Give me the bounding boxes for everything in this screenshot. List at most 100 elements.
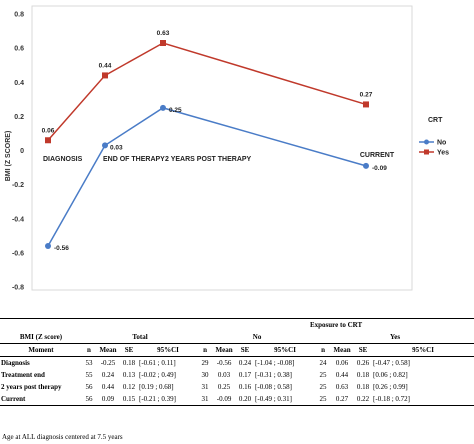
data-point (45, 137, 51, 144)
yes-se-cell: 0.22 (354, 393, 373, 406)
legend-marker (424, 139, 429, 145)
col-n: n (82, 343, 96, 357)
data-point (160, 40, 166, 47)
data-label: 0.27 (360, 91, 373, 98)
y-tick-label: 0.4 (14, 80, 24, 87)
yes-n-cell: 24 (319, 359, 327, 367)
row-header-label: BMI (Z score) (19, 333, 63, 341)
t-mean-cell: 0.24 (101, 371, 115, 379)
t-se-cell: 0.15 (120, 393, 138, 406)
no-ci-cell: [-1.04 ; -0.08] (255, 359, 295, 367)
data-label: 0.03 (110, 144, 123, 151)
table-row: 2 years post therapy 56 0.44 0.12 [0.19 ; 0.… (0, 381, 474, 393)
t-ci-cell: [-0.61 ; 0.11] (139, 359, 176, 367)
no-se-cell: 0.16 (238, 383, 252, 391)
yes-mean-cell: 0.27 (330, 393, 355, 406)
data-point (102, 142, 108, 149)
t-ci-cell: [-0.21 ; 0.39] (138, 393, 199, 406)
bmi-line-chart: -0.8 -0.6 -0.4 -0.2 0 0.2 0.4 0.6 0.8 BMI (Z SCOR… (5, 5, 449, 292)
moment-cell: Current (0, 393, 82, 406)
no-mean-cell: 0.25 (217, 383, 231, 391)
no-mean-cell: 0.03 (217, 371, 231, 379)
category-label: DIAGNOSIS (43, 156, 83, 163)
y-tick-label: -0.6 (12, 250, 24, 257)
yes-ci-cell: [-0.18 ; 0.72] (372, 393, 474, 406)
col-ci: 95%CI (372, 343, 474, 357)
no-n-cell: 31 (201, 383, 209, 391)
no-ci-cell: [-0.49 ; 0.31] (254, 393, 317, 406)
data-label: 0.63 (157, 30, 170, 37)
category-label: 2 YEARS POST THERAPY (165, 156, 252, 163)
data-label: -0.09 (372, 165, 387, 172)
y-tick-label: -0.4 (12, 216, 24, 223)
data-label: -0.56 (54, 245, 69, 252)
yes-se-cell: 0.18 (356, 371, 370, 379)
yes-ci-cell: [-0.47 ; 0.58] (373, 359, 410, 367)
col-moment: Moment (0, 343, 82, 357)
table-row: Current 56 0.09 0.15 [-0.21 ; 0.39] 31 -0.09 0.… (0, 393, 474, 406)
group-no-header: No (252, 333, 262, 341)
series-line-yes (47, 42, 367, 141)
yes-n-cell: 25 (316, 393, 331, 406)
t-mean-cell: 0.09 (96, 393, 120, 406)
y-tick-label: 0.2 (14, 114, 24, 121)
series-line-no (47, 107, 367, 247)
t-se-cell: 0.18 (122, 359, 136, 367)
data-point (160, 104, 166, 111)
yes-mean-cell: 0.63 (335, 383, 349, 391)
y-tick-label: -0.2 (12, 182, 24, 189)
y-tick-label: 0.6 (14, 46, 24, 53)
data-label: 0.06 (42, 127, 55, 134)
data-label: 0.25 (169, 107, 182, 114)
no-se-cell: 0.24 (238, 359, 252, 367)
no-ci-cell: [-0.31 ; 0.38] (255, 371, 292, 379)
t-n-cell: 56 (82, 393, 96, 406)
col-se: SE (236, 343, 255, 357)
table-row: Treatment end 55 0.24 0.13 [-0.02 ; 0.49] 30 0… (0, 369, 474, 381)
category-label: END OF THERAPY (103, 156, 165, 163)
yes-n-cell: 25 (319, 383, 327, 391)
y-axis-label: BMI (Z SCORE) (5, 131, 12, 182)
legend-label: Yes (437, 150, 449, 157)
t-ci-cell: [0.19 ; 0.68] (139, 383, 174, 391)
yes-se-cell: 0.26 (356, 359, 370, 367)
data-point (45, 243, 51, 250)
col-n: n (316, 343, 331, 357)
legend-title: CRT (428, 117, 443, 124)
table-footnote: Age at ALL diagnosis centered at 7.5 yea… (2, 433, 123, 441)
no-mean-cell: -0.56 (216, 359, 232, 367)
col-ci: 95%CI (138, 343, 199, 357)
yes-n-cell: 25 (319, 371, 327, 379)
t-n-cell: 53 (85, 359, 93, 367)
group-exposure-header: Exposure to CRT (198, 318, 474, 331)
moment-cell: Diagnosis (1, 359, 30, 367)
no-n-cell: 29 (201, 359, 209, 367)
table-body: Diagnosis 53 -0.25 0.18 [-0.61 ; 0.11] 29 -0.5… (0, 357, 474, 406)
bmi-table: Exposure to CRT BMI (Z score) Total No Y… (0, 318, 474, 406)
category-label: CURRENT (360, 152, 395, 159)
moment-cell: 2 years post therapy (1, 383, 62, 391)
col-mean: Mean (212, 343, 237, 357)
data-label: 0.44 (99, 62, 112, 69)
yes-mean-cell: 0.44 (335, 371, 349, 379)
data-point (363, 101, 369, 108)
t-mean-cell: 0.44 (101, 383, 115, 391)
group-total-header: Total (132, 333, 148, 341)
col-se: SE (120, 343, 138, 357)
t-se-cell: 0.13 (122, 371, 136, 379)
yes-ci-cell: [0.06 ; 0.82] (373, 371, 408, 379)
y-tick-label: 0.8 (14, 12, 24, 19)
y-tick-label: 0 (20, 148, 24, 155)
t-n-cell: 55 (85, 371, 93, 379)
no-ci-cell: [-0.08 ; 0.58] (255, 383, 292, 391)
yes-se-cell: 0.18 (356, 383, 370, 391)
legend-marker (424, 149, 429, 155)
t-se-cell: 0.12 (122, 383, 136, 391)
moment-cell: Treatment end (1, 371, 45, 379)
data-point (363, 162, 369, 169)
no-se-cell: 0.17 (238, 371, 252, 379)
no-n-cell: 31 (198, 393, 213, 406)
col-ci: 95%CI (254, 343, 317, 357)
col-se: SE (354, 343, 373, 357)
plot-frame (31, 5, 413, 291)
